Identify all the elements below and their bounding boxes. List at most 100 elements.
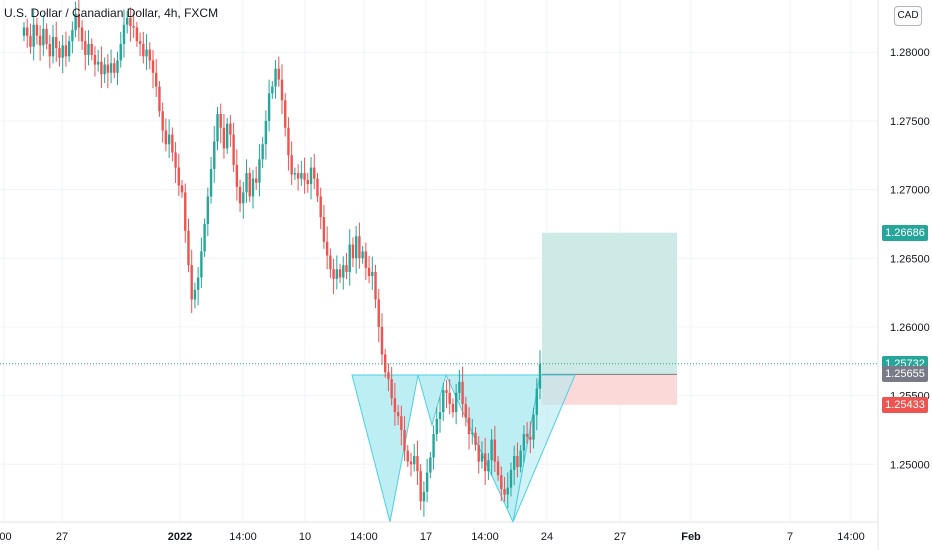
candle-body <box>180 185 184 193</box>
candle-body <box>261 144 264 160</box>
candle-body <box>161 111 164 131</box>
x-tick-label: 14:00 <box>837 531 865 543</box>
currency-button[interactable]: CAD <box>894 6 922 26</box>
candle-body <box>413 456 416 465</box>
candle-body <box>203 223 206 252</box>
candle-body <box>126 17 129 25</box>
candle-body <box>367 267 371 277</box>
candle-body <box>122 24 126 44</box>
candle-body <box>458 381 461 393</box>
head-peak-triangle <box>417 374 447 427</box>
candle-body <box>384 354 387 373</box>
candle-body <box>535 388 538 415</box>
candle-body <box>142 43 145 57</box>
candle-body <box>119 43 122 61</box>
candle-body <box>277 68 280 80</box>
candle-body <box>390 379 393 399</box>
candle-body <box>90 43 93 55</box>
candle-body <box>451 403 455 413</box>
candle-body <box>483 453 487 472</box>
candle-body <box>193 289 197 300</box>
candle-body <box>213 141 216 169</box>
candle-body <box>442 390 445 413</box>
candle-body <box>335 269 339 279</box>
candle-body <box>55 37 58 49</box>
entry-price-badge: 1.25655 <box>882 366 928 383</box>
candle-body <box>290 155 293 175</box>
grid-lines <box>0 0 878 522</box>
candle-body <box>155 72 158 87</box>
candle-body <box>361 251 364 259</box>
candle-body <box>284 100 287 128</box>
candle-body <box>274 68 277 87</box>
candle-body <box>477 445 480 462</box>
candle-body <box>267 93 271 121</box>
candle-body <box>529 436 532 440</box>
candle-body <box>422 491 426 502</box>
candle-body <box>151 60 155 73</box>
candle-body <box>177 167 180 186</box>
candle-body <box>45 28 48 44</box>
candle-body <box>493 439 497 462</box>
candle-body <box>238 186 242 204</box>
candle-body <box>490 439 493 461</box>
candle-body <box>71 30 74 42</box>
candle-body <box>93 54 97 65</box>
candle-body <box>506 487 509 495</box>
candle-body <box>338 269 342 278</box>
candle-body <box>396 412 400 417</box>
candle-body <box>406 450 409 462</box>
candle-body <box>248 173 251 197</box>
candle-body <box>358 236 361 259</box>
candle-body <box>225 123 229 149</box>
candle-body <box>129 17 132 27</box>
candle-body <box>316 178 319 197</box>
candle-body <box>145 49 148 57</box>
candle-body <box>100 61 103 75</box>
candle-body <box>371 271 374 277</box>
candle-body <box>377 299 380 327</box>
candle-body <box>309 167 313 185</box>
candle-body <box>229 123 232 135</box>
candle-body <box>109 63 113 73</box>
candle-body <box>364 251 368 268</box>
candle-body <box>354 236 358 259</box>
candle-body <box>448 392 451 404</box>
candle-body <box>42 28 45 46</box>
x-tick-label: 27 <box>614 531 626 543</box>
x-tick-label: 7 <box>787 531 793 543</box>
candle-body <box>26 27 29 36</box>
candle-body <box>167 134 171 145</box>
candle-body <box>374 271 377 300</box>
candle-body <box>474 432 477 446</box>
candle-body <box>438 412 442 419</box>
candlestick-series <box>22 0 542 517</box>
candle-body <box>487 460 490 472</box>
candle-body <box>416 456 419 472</box>
candle-body <box>393 398 397 413</box>
candle-body <box>293 173 297 175</box>
candle-body <box>296 173 300 179</box>
candle-body <box>174 152 177 168</box>
candle-body <box>216 114 219 142</box>
candle-body <box>22 27 26 36</box>
x-tick-label: 14:00 <box>471 531 499 543</box>
candle-body <box>206 196 210 224</box>
candle-body <box>445 390 448 393</box>
x-tick-label: 17 <box>420 531 432 543</box>
candle-body <box>400 416 403 430</box>
candle-body <box>429 457 432 473</box>
candle-body <box>106 64 110 73</box>
candle-body <box>409 461 413 465</box>
candle-body <box>222 127 226 149</box>
candle-body <box>432 434 435 458</box>
x-tick-label: 27 <box>56 531 68 543</box>
y-tick-label: 1.27000 <box>890 185 930 197</box>
candle-body <box>96 61 100 65</box>
candle-body <box>103 64 106 75</box>
candle-body <box>329 255 332 270</box>
candle-body <box>51 37 55 57</box>
x-tick-label: 10 <box>299 531 311 543</box>
